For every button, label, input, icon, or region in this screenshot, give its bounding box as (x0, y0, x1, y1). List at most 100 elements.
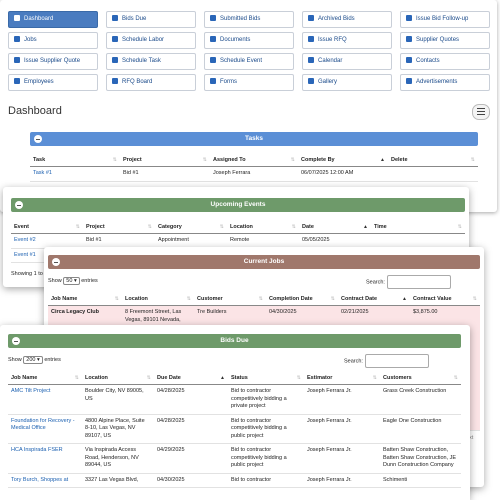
nav-button-schedule-labor[interactable]: Schedule Labor (106, 32, 196, 49)
calendar-icon (112, 36, 118, 42)
column-header[interactable]: Project ⇅ (83, 221, 155, 234)
nav-button-jobs[interactable]: Jobs (8, 32, 98, 49)
column-header[interactable]: Time ⇅ (371, 221, 465, 234)
table-cell: Joseph Ferrara Jr. (304, 443, 380, 474)
entries-select[interactable]: 50 ▾ (63, 277, 80, 285)
search-input[interactable] (364, 354, 429, 368)
column-header[interactable]: Complete By ▲ (298, 154, 388, 167)
table-cell: Joseph Ferrara (210, 166, 298, 182)
nav-button-archived-bids[interactable]: Archived Bids (302, 11, 392, 28)
nav-button-label: Bids Due (122, 16, 147, 22)
upcoming-title: Upcoming Events (210, 201, 266, 208)
table-cell[interactable]: Task #1 (30, 166, 120, 182)
column-header[interactable]: Location ⇅ (227, 221, 299, 234)
nav-button-employees[interactable]: Employees (8, 74, 98, 91)
table-cell[interactable]: Event #2 (11, 233, 83, 249)
bids-due-window: Bids Due Show 200 ▾ entries Search: Job … (0, 325, 470, 500)
table-row: Task #1 Bid #1 Joseph Ferrara 06/07/2025 12… (30, 166, 478, 182)
tasks-widget: Tasks Task ⇅ Project ⇅ Assigned To ⇅ Complete … (30, 132, 478, 192)
search-input[interactable] (386, 275, 451, 289)
nav-button-label: Issue Bid Follow-up (416, 16, 469, 22)
column-header[interactable]: Completion Date ⇅ (266, 293, 338, 306)
nav-button-documents[interactable]: Documents (204, 32, 294, 49)
sort-icon: ⇅ (147, 224, 152, 230)
column-header[interactable]: Assigned To ⇅ (210, 154, 298, 167)
page-title: Dashboard (8, 105, 62, 117)
column-header[interactable]: Location ⇅ (82, 372, 154, 385)
menu-button[interactable] (472, 104, 490, 120)
table-cell[interactable]: AMC Tilt Project (8, 384, 82, 415)
nav-button-label: Archived Bids (318, 16, 355, 22)
sort-icon: ⇅ (291, 224, 296, 230)
sort-icon: ⇅ (112, 157, 117, 163)
column-header[interactable]: Event ⇅ (11, 221, 83, 234)
nav-button-forms[interactable]: Forms (204, 74, 294, 91)
sort-icon: ⇅ (75, 224, 80, 230)
nav-button-rfq-board[interactable]: RFQ Board (106, 74, 196, 91)
nav-button-issue-bid-follow-up[interactable]: Issue Bid Follow-up (400, 11, 490, 28)
collapse-icon[interactable] (34, 135, 42, 143)
column-header[interactable]: Date ▲ (299, 221, 371, 234)
nav-button-bids-due[interactable]: Bids Due (106, 11, 196, 28)
clock-icon (112, 15, 118, 21)
table-row: HCA Inspirada FSER Via Inspirada Access R… (8, 443, 461, 474)
collapse-icon[interactable] (15, 201, 23, 209)
nav-button-schedule-event[interactable]: Schedule Event (204, 53, 294, 70)
entries-select[interactable]: 200 ▾ (23, 356, 43, 364)
table-cell[interactable]: Foundation for Recovery - Medical Office (8, 414, 82, 444)
column-header[interactable]: Delete ⇅ (388, 154, 478, 167)
column-header[interactable]: Project ⇅ (120, 154, 210, 167)
column-header-label: Due Date (157, 375, 181, 381)
column-header[interactable]: Customers ⇅ (380, 372, 461, 385)
column-header[interactable]: Location ⇅ (122, 293, 194, 306)
table-cell[interactable]: Tory Burch, Shoppes at (8, 473, 82, 488)
column-header[interactable]: Job Name ⇅ (8, 372, 82, 385)
column-header-label: Estimator (307, 375, 333, 381)
collapse-icon[interactable] (12, 337, 20, 345)
table-cell (371, 233, 465, 249)
column-header[interactable]: Estimator ⇅ (304, 372, 380, 385)
nav-button-advertisements[interactable]: Advertisements (400, 74, 490, 91)
nav-button-contacts[interactable]: Contacts (400, 53, 490, 70)
hamburger-icon-line (477, 114, 485, 115)
column-header-label: Contract Date (341, 296, 378, 302)
entries-label: entries (44, 357, 61, 363)
table-cell: Batten Shaw Construction, Batten Shaw Co… (380, 443, 461, 474)
upcoming-showing-info: Showing 1 to (11, 271, 43, 277)
nav-button-submitted-bids[interactable]: Submitted Bids (204, 11, 294, 28)
table-cell: 04/28/2025 (154, 384, 228, 415)
sort-icon: ⇅ (258, 296, 263, 302)
calendar-icon (210, 57, 216, 63)
sort-icon: ⇅ (202, 157, 207, 163)
table-cell: 04/29/2025 (154, 443, 228, 474)
collapse-icon[interactable] (52, 258, 60, 266)
nav-button-issue-rfq[interactable]: Issue RFQ (302, 32, 392, 49)
nav-button-issue-supplier-quote[interactable]: Issue Supplier Quote (8, 53, 98, 70)
sort-icon: ⇅ (330, 296, 335, 302)
column-header[interactable]: Category ⇅ (155, 221, 227, 234)
table-cell[interactable]: HCA Inspirada FSER (8, 443, 82, 474)
nav-button-dashboard[interactable]: Dashboard (8, 11, 98, 28)
sort-icon: ▲ (363, 224, 368, 230)
nav-button-supplier-quotes[interactable]: Supplier Quotes (400, 32, 490, 49)
nav-button-schedule-task[interactable]: Schedule Task (106, 53, 196, 70)
dashboard-window: Dashboard Bids Due Submitted Bids Archived … (0, 0, 497, 212)
column-header[interactable]: Customer ⇅ (194, 293, 266, 306)
sort-icon: ⇅ (146, 375, 151, 381)
column-header[interactable]: Task ⇅ (30, 154, 120, 167)
column-header[interactable]: Due Date ▲ (154, 372, 228, 385)
nav-button-gallery[interactable]: Gallery (302, 74, 392, 91)
nav-button-calendar[interactable]: Calendar (302, 53, 392, 70)
sort-icon: ⇅ (372, 375, 377, 381)
column-header[interactable]: Contract Value ⇅ (410, 293, 480, 306)
column-header-label: Event (14, 224, 29, 230)
calendar-icon (308, 57, 314, 63)
nav-button-label: Forms (220, 79, 237, 85)
sort-icon: ⇅ (290, 157, 295, 163)
table-cell: Bid to contractor competitively bidding … (228, 443, 304, 474)
column-header[interactable]: Job Name ⇅ (48, 293, 122, 306)
column-header-label: Location (230, 224, 253, 230)
bidsdue-title: Bids Due (220, 337, 249, 344)
column-header[interactable]: Contract Date ▲ (338, 293, 410, 306)
column-header[interactable]: Status ⇅ (228, 372, 304, 385)
